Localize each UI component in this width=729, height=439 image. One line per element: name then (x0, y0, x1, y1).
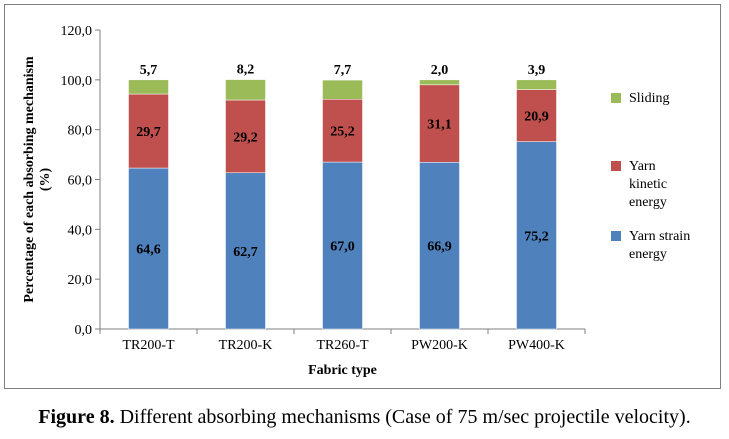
y-tick-label: 120,0 (61, 24, 93, 39)
data-label: 31,1 (427, 118, 452, 133)
y-axis-title-line1: Percentage of each absorbing mechanism (22, 56, 37, 303)
bar-segment (128, 93, 169, 169)
data-label: 29,7 (136, 125, 161, 140)
data-label: 3,9 (528, 63, 546, 78)
data-label: 7,7 (334, 63, 352, 78)
y-tick-label: 0,0 (75, 323, 93, 338)
x-tick-label: PW200-K (411, 338, 468, 353)
legend-swatch (611, 93, 621, 103)
y-tick-label: 60,0 (68, 174, 93, 189)
data-label: 64,6 (136, 243, 161, 258)
bar-segment (322, 161, 363, 330)
figure-caption: Figure 8. Different absorbing mechanisms… (0, 406, 729, 429)
data-label: 20,9 (524, 110, 549, 125)
y-axis-title-line2: (%) (38, 168, 53, 192)
legend-label: energy (629, 247, 667, 262)
x-axis-title: Fabric type (308, 363, 377, 378)
legend-label: kinetic (629, 177, 667, 192)
bar-segment (516, 79, 557, 90)
data-label: 5,7 (140, 63, 158, 78)
legend-label: energy (629, 195, 667, 210)
x-tick-label: TR200-K (219, 338, 273, 353)
data-label: 2,0 (431, 63, 449, 78)
bar-segment (516, 89, 557, 142)
chart-frame: 0,0 20,0 40,0 60,0 80,0 100,0 120,0 TR200-T 64,6… (4, 4, 721, 389)
y-tick-label: 100,0 (61, 74, 93, 89)
bar-segment (419, 84, 460, 163)
legend-swatch (611, 231, 621, 241)
y-tick-label: 20,0 (68, 273, 93, 288)
x-tick-label: TR260-T (316, 338, 369, 353)
bar-segment (322, 79, 363, 100)
data-label: 8,2 (237, 63, 255, 78)
bar-segment (225, 172, 266, 330)
caption-number: Figure 8. (38, 406, 115, 428)
stacked-bar-chart: 0,0 20,0 40,0 60,0 80,0 100,0 120,0 TR200-T 64,6… (22, 24, 690, 378)
data-label: 67,0 (330, 240, 355, 255)
bar-segment (419, 79, 460, 86)
x-tick-label: PW400-K (508, 338, 565, 353)
data-label: 66,9 (427, 240, 452, 255)
data-label: 62,7 (233, 245, 258, 260)
data-label: 75,2 (524, 229, 549, 244)
data-label: 29,2 (233, 130, 258, 145)
bar-segment (128, 79, 169, 95)
legend-label: Yarn strain (629, 229, 690, 244)
bar-segment (225, 99, 266, 174)
bar-segment (322, 99, 363, 163)
y-tick-label: 40,0 (68, 223, 93, 238)
data-label: 25,2 (330, 125, 355, 140)
legend-label: Yarn (629, 159, 656, 174)
legend-label: Sliding (629, 91, 669, 106)
legend-swatch (611, 161, 621, 171)
y-tick-label: 80,0 (68, 124, 93, 139)
bar-segment (225, 79, 266, 101)
x-tick-label: TR200-T (122, 338, 175, 353)
caption-text: Different absorbing mechanisms (Case of … (114, 406, 691, 428)
bar-segment (516, 141, 557, 330)
bar-segment (128, 167, 169, 330)
